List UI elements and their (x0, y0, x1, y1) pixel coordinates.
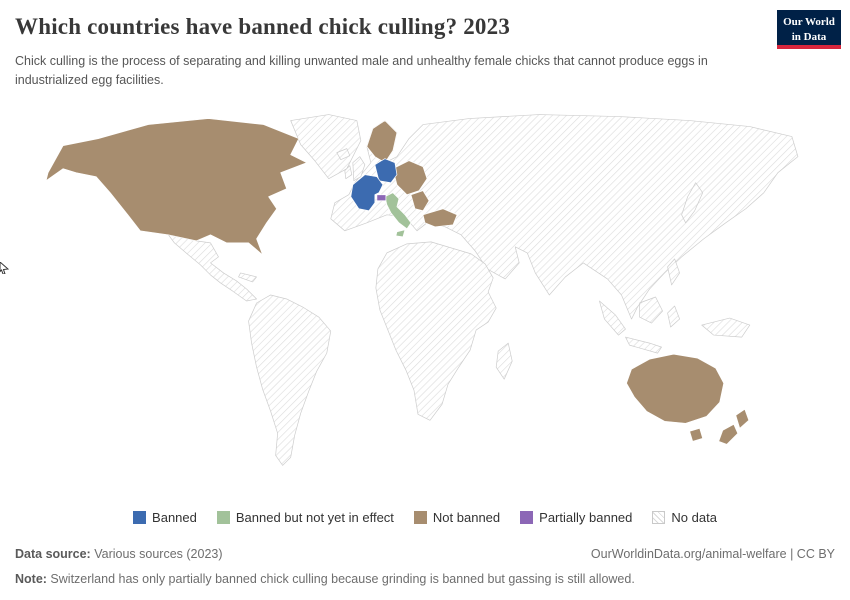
region-sicily[interactable] (395, 229, 406, 238)
legend-swatch-banned-not-in-effect (216, 511, 230, 524)
region-java[interactable] (625, 336, 662, 354)
region-new-zealand-north-island[interactable] (735, 408, 750, 429)
region-united-states-canada[interactable] (45, 118, 308, 256)
region-eastern-europe[interactable] (392, 160, 428, 196)
legend-label-banned: Banned (152, 510, 197, 525)
owid-logo-line1: Our World (783, 16, 835, 29)
region-france[interactable] (350, 174, 384, 212)
legend-label-partially-banned: Partially banned (539, 510, 633, 525)
legend-item-banned-not-in-effect[interactable]: Banned but not yet in effect (216, 510, 394, 525)
region-tasmania[interactable] (689, 427, 704, 442)
data-source-label: Data source: (15, 547, 91, 561)
chart-subtitle: Chick culling is the process of separati… (15, 54, 708, 87)
mouse-cursor (0, 262, 9, 274)
region-iceland[interactable] (336, 148, 351, 161)
chart-footer: Data source: Various sources (2023) OurW… (15, 546, 835, 588)
legend-swatch-partially-banned (520, 511, 534, 524)
region-madagascar[interactable] (495, 342, 513, 380)
page-title: Which countries have banned chick cullin… (15, 14, 511, 39)
region-new-guinea[interactable] (701, 317, 751, 338)
legend-swatch-banned (133, 511, 147, 524)
world-map (45, 114, 799, 466)
region-mexico-central-america[interactable] (168, 234, 257, 302)
region-switzerland[interactable] (376, 194, 387, 202)
legend: Banned Banned but not yet in effect Not … (0, 510, 850, 525)
region-new-zealand-south-island[interactable] (718, 423, 739, 445)
legend-label-not-banned: Not banned (432, 510, 501, 525)
legend-swatch-not-banned (413, 511, 427, 524)
legend-item-partially-banned[interactable]: Partially banned (520, 510, 632, 525)
region-ireland[interactable] (344, 165, 353, 180)
region-africa[interactable] (375, 241, 497, 421)
region-united-kingdom[interactable] (352, 156, 366, 182)
legend-label-banned-not-in-effect: Banned but not yet in effect (235, 510, 394, 525)
region-australia[interactable] (626, 353, 725, 424)
region-borneo[interactable] (639, 296, 663, 324)
region-scandinavia[interactable] (366, 120, 398, 164)
note-label: Note: (15, 571, 47, 586)
region-philippines[interactable] (667, 258, 680, 286)
region-sulawesi[interactable] (667, 305, 680, 328)
data-source-line: Data source: Various sources (2023) (15, 546, 223, 564)
legend-swatch-no-data (652, 511, 666, 524)
note-line: Note: Switzerland has only partially ban… (15, 571, 835, 589)
region-cuba[interactable] (238, 272, 257, 283)
legend-item-banned[interactable]: Banned (133, 510, 197, 525)
legend-item-no-data[interactable]: No data (652, 510, 717, 525)
owid-logo-accent (777, 45, 841, 49)
region-italy[interactable] (384, 192, 412, 230)
note-text: Switzerland has only partially banned ch… (46, 571, 635, 586)
data-source-value: Various sources (2023) (90, 547, 223, 561)
region-turkey[interactable] (422, 208, 458, 228)
owid-logo-line2: in Data (791, 30, 827, 43)
owid-credit-link[interactable]: OurWorldinData.org/animal-welfare | CC B… (590, 547, 835, 561)
region-balkans[interactable] (410, 190, 430, 212)
legend-label-no-data: No data (671, 510, 717, 525)
region-sumatra[interactable] (599, 300, 626, 336)
region-south-america[interactable] (248, 294, 332, 466)
region-japan[interactable] (681, 182, 704, 224)
legend-item-not-banned[interactable]: Not banned (413, 510, 501, 525)
owid-logo[interactable]: Our World in Data (777, 10, 841, 49)
